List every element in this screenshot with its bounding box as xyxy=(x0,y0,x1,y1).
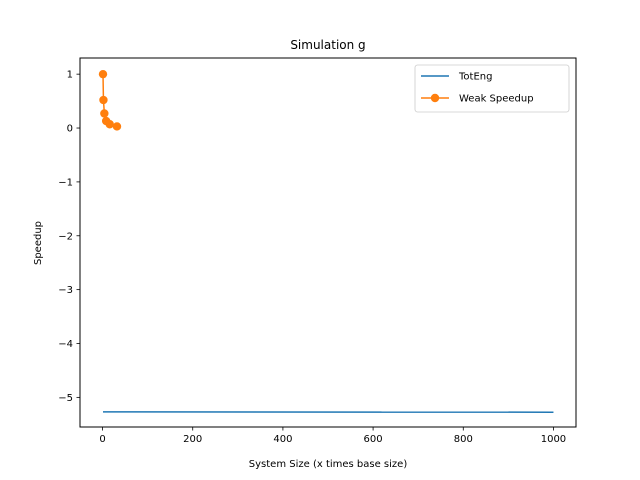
x-tick-label: 800 xyxy=(454,434,473,445)
x-tick-label: 200 xyxy=(183,434,202,445)
legend-marker xyxy=(430,93,440,103)
x-tick-label: 0 xyxy=(99,434,105,445)
data-point xyxy=(105,120,114,129)
data-point xyxy=(112,122,122,131)
x-tick-label: 600 xyxy=(364,434,383,445)
x-axis-ticks: 0 200 400 600 800 1000 xyxy=(99,427,566,445)
data-point xyxy=(98,69,108,79)
x-axis-label: System Size (x times base size) xyxy=(249,459,408,470)
x-tick-label: 1000 xyxy=(541,434,566,445)
legend-box xyxy=(414,64,570,113)
y-axis-ticks: 1 0 −1 −2 −3 −4 −5 xyxy=(58,70,80,404)
chart-title: Simulation g xyxy=(290,38,365,52)
series-layer xyxy=(98,69,554,413)
legend-label: TotEng xyxy=(458,72,492,83)
y-tick-label: −1 xyxy=(58,177,73,188)
legend-label: Weak Speedup xyxy=(459,94,534,105)
y-tick-label: 1 xyxy=(67,70,73,81)
y-axis-label: Speedup xyxy=(33,221,44,265)
y-tick-label: −3 xyxy=(58,285,73,296)
y-tick-label: 0 xyxy=(67,124,73,135)
x-tick-label: 400 xyxy=(273,434,292,445)
y-tick-label: −4 xyxy=(58,339,73,350)
plot-frame xyxy=(79,57,577,428)
data-point xyxy=(99,95,108,105)
legend: TotEng Weak Speedup xyxy=(414,64,570,113)
y-tick-label: −5 xyxy=(58,393,73,404)
y-tick-label: −2 xyxy=(58,231,73,242)
data-point xyxy=(100,109,109,118)
